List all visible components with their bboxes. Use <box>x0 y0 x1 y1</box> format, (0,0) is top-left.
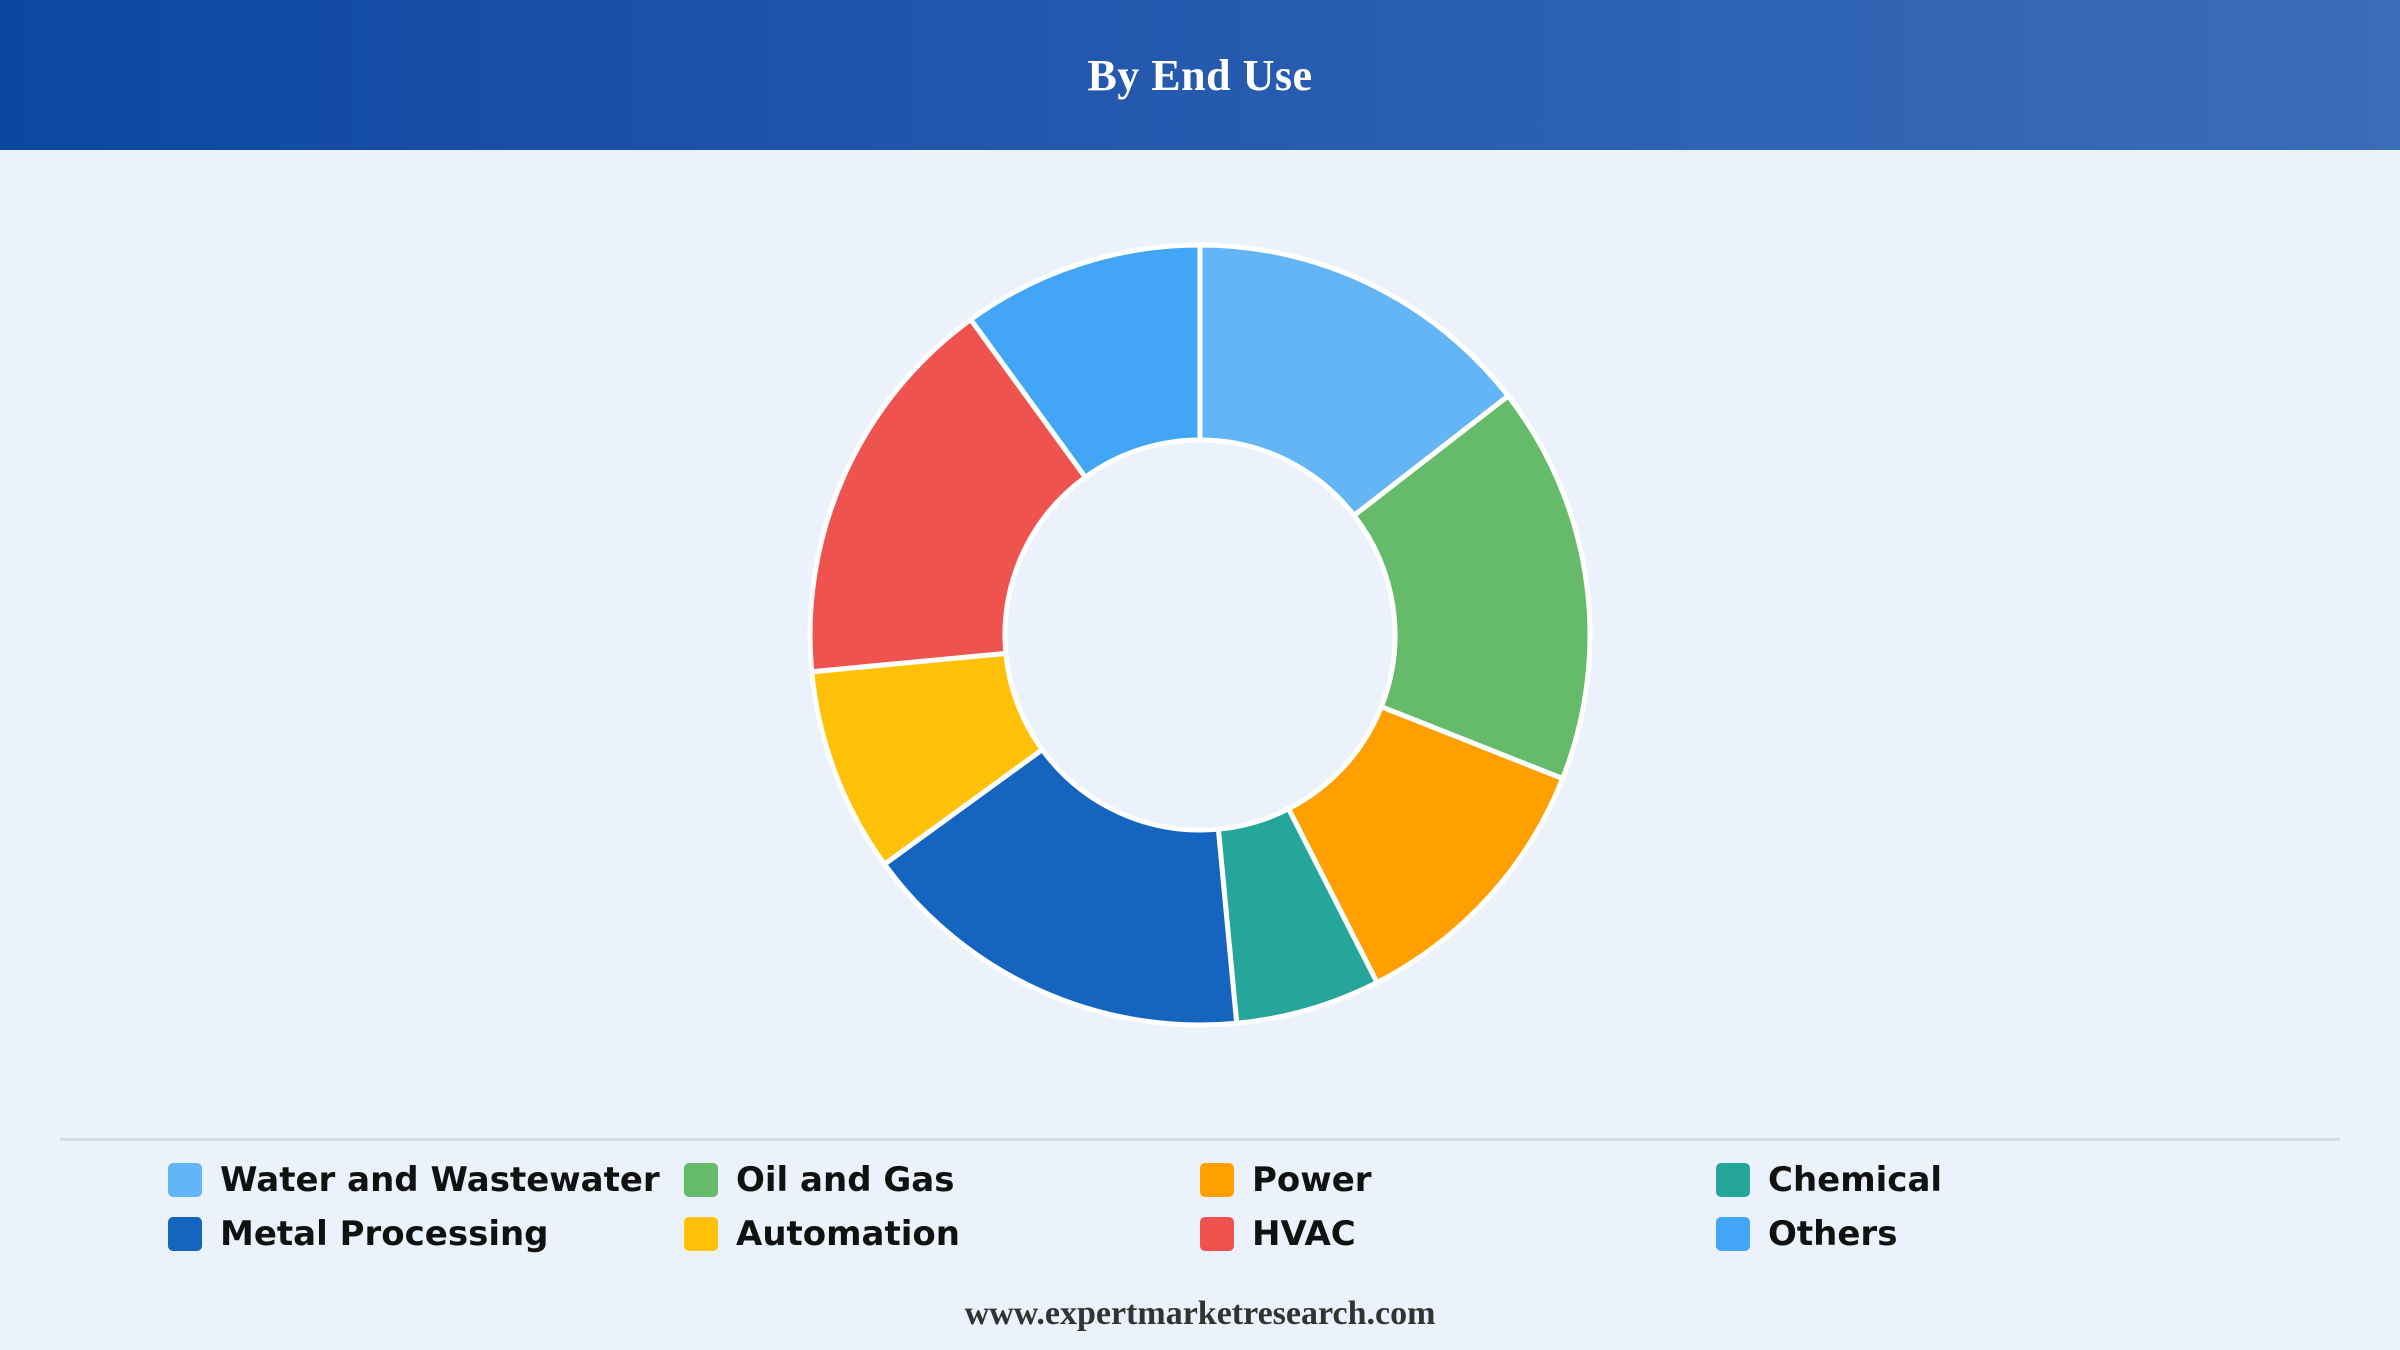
donut-chart <box>807 242 1593 1028</box>
legend-swatch <box>1716 1217 1750 1251</box>
legend-label: HVAC <box>1252 1214 1356 1254</box>
legend-swatch <box>1200 1163 1234 1197</box>
legend-swatch <box>168 1217 202 1251</box>
donut-slice-metal-processing <box>881 747 1240 1028</box>
legend-item: Automation <box>684 1207 1200 1261</box>
legend-label: Automation <box>736 1214 960 1254</box>
legend-label: Others <box>1768 1214 1898 1254</box>
legend-label: Oil and Gas <box>736 1160 955 1200</box>
legend-item: Power <box>1200 1153 1716 1207</box>
donut-slice-others <box>968 242 1203 480</box>
legend-item: Chemical <box>1716 1153 2232 1207</box>
legend-item: Others <box>1716 1207 2232 1261</box>
legend-swatch <box>168 1163 202 1197</box>
donut-slice-hvac <box>807 316 1088 675</box>
header-banner: By End Use <box>0 0 2400 150</box>
legend-item: Water and Wastewater <box>168 1153 684 1207</box>
donut-slice-water-and-wastewater <box>1197 242 1511 518</box>
donut-slice-oil-and-gas <box>1351 393 1593 782</box>
legend-swatch <box>1716 1163 1750 1197</box>
chart-area <box>0 150 2400 1130</box>
legend-swatch <box>1200 1217 1234 1251</box>
legend-label: Water and Wastewater <box>220 1160 660 1200</box>
legend-item: HVAC <box>1200 1207 1716 1261</box>
legend-label: Chemical <box>1768 1160 1943 1200</box>
source-url: www.expertmarketresearch.com <box>964 1295 1436 1332</box>
legend-label: Metal Processing <box>220 1214 549 1254</box>
legend-swatch <box>684 1217 718 1251</box>
legend: Water and Wastewater Oil and Gas Power C… <box>168 1153 2268 1261</box>
legend-item: Metal Processing <box>168 1207 684 1261</box>
legend-item: Oil and Gas <box>684 1153 1200 1207</box>
donut-slice-power <box>1286 704 1566 985</box>
chart-title: By End Use <box>1087 50 1313 100</box>
legend-label: Power <box>1252 1160 1372 1200</box>
legend-swatch <box>684 1163 718 1197</box>
legend-divider <box>60 1138 2340 1141</box>
